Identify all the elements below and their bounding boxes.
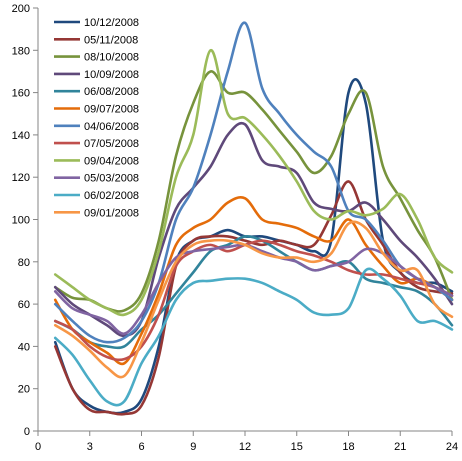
series-line-06-08-2008 <box>53 234 454 350</box>
y-tick-label: 160 <box>12 88 30 100</box>
legend-label: 06/02/2008 <box>84 190 139 202</box>
series-line-09-01-2008 <box>53 220 454 379</box>
y-tick-label: 100 <box>12 215 30 227</box>
x-tick-label: 18 <box>342 441 354 453</box>
series-line-05-03-2008 <box>53 243 454 336</box>
series-line-04-06-2008 <box>53 21 454 344</box>
axes: 0 20 40 60 80 100 120 140 160 180 200 0 3 6 9 12 15 18 21 2… <box>12 3 458 453</box>
y-tick-label: 200 <box>12 3 30 15</box>
legend: 10/12/2008 05/11/2008 08/10/2008 10/09/2008… <box>54 17 139 219</box>
y-tick-label: 80 <box>18 257 30 269</box>
x-tick-label: 9 <box>190 441 196 453</box>
legend-label: 07/05/2008 <box>84 138 139 150</box>
x-tick-label: 15 <box>291 441 303 453</box>
x-tick-label: 6 <box>138 441 144 453</box>
y-tick-label: 180 <box>12 45 30 57</box>
x-tick-label: 21 <box>394 441 406 453</box>
legend-label: 09/07/2008 <box>84 104 139 116</box>
series-lines <box>53 21 454 416</box>
y-tick-label: 0 <box>24 426 30 438</box>
legend-label: 08/10/2008 <box>84 52 139 64</box>
y-tick-label: 60 <box>18 299 30 311</box>
y-tick-label: 40 <box>18 341 30 353</box>
y-tick-label: 120 <box>12 172 30 184</box>
x-tick-label: 12 <box>239 441 251 453</box>
y-tick-label: 20 <box>18 384 30 396</box>
legend-label: 10/09/2008 <box>84 69 139 81</box>
legend-label: 09/01/2008 <box>84 207 139 219</box>
legend-label: 05/03/2008 <box>84 173 139 185</box>
series-line-09-07-2008 <box>53 196 454 366</box>
legend-label: 10/12/2008 <box>84 17 139 29</box>
series-line-10-09-2008 <box>53 121 454 338</box>
series-line-07-05-2008 <box>53 239 454 362</box>
y-tick-label: 140 <box>12 130 30 142</box>
series-line-08-10-2008 <box>53 70 454 313</box>
x-tick-label: 0 <box>35 441 41 453</box>
legend-label: 04/06/2008 <box>84 121 139 133</box>
x-tick-label: 3 <box>87 441 93 453</box>
series-line-09-04-2008 <box>53 48 454 317</box>
x-tick-label: 24 <box>446 441 458 453</box>
legend-label: 05/11/2008 <box>84 34 138 46</box>
series-line-06-02-2008 <box>53 267 454 407</box>
legend-label: 06/08/2008 <box>84 86 139 98</box>
legend-label: 09/04/2008 <box>84 155 139 167</box>
